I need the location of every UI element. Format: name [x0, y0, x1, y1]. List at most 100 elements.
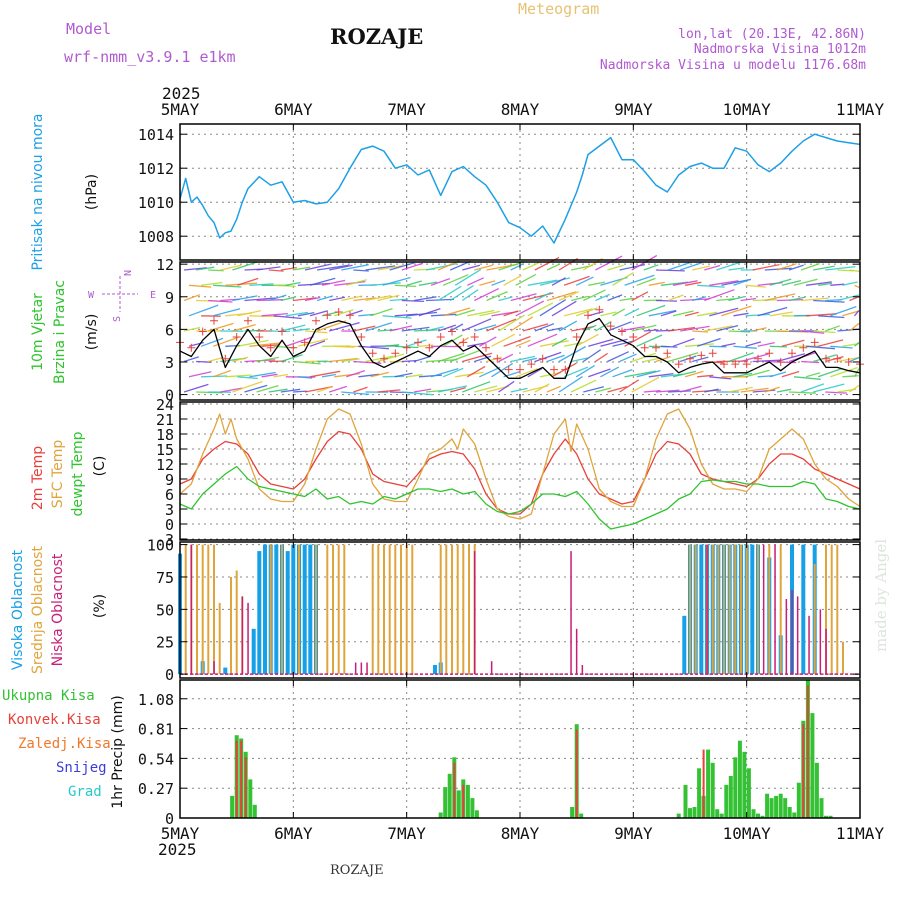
wind-arrow — [769, 311, 793, 317]
wind-gust-mark — [799, 343, 808, 352]
wind-arrow — [437, 324, 457, 332]
y-tick-label: 0 — [165, 666, 174, 684]
wind-arrow — [317, 264, 349, 271]
wind-arrow — [401, 326, 430, 332]
wind-arrow — [309, 310, 328, 317]
wind-arrow — [546, 385, 561, 393]
precip-bar — [474, 810, 479, 818]
pressure-ylabel: Pritisak na nivou mora — [30, 113, 46, 270]
wind-arrow — [213, 308, 241, 317]
wind-arrow — [406, 280, 422, 286]
wind-gust-mark — [504, 365, 513, 374]
wind-arrow — [728, 267, 745, 271]
wind-arrow — [309, 370, 341, 378]
wind-arrow — [563, 275, 590, 286]
x-label-top: 10MAY — [723, 100, 772, 119]
wind-arrow — [232, 261, 258, 271]
wind-arrow — [304, 330, 328, 334]
wind-arrow — [818, 315, 845, 319]
wind-arrow — [837, 294, 860, 302]
cloud-bar — [796, 596, 799, 675]
x-label-top: 6MAY — [274, 100, 313, 119]
precip-bar — [240, 740, 243, 818]
wind-gust-mark — [765, 349, 774, 358]
wind-gust-mark — [323, 311, 332, 320]
wind-arrow — [588, 338, 614, 347]
credit: made by Angel — [872, 539, 890, 652]
wind-gust-mark — [810, 338, 819, 347]
y-tick-label: 1012 — [138, 160, 174, 178]
wind-arrow — [527, 367, 543, 378]
wind-arrow — [437, 285, 462, 302]
cloud-bar — [762, 544, 765, 675]
cloud-bar — [263, 544, 267, 675]
cloud-bar — [836, 544, 839, 675]
wind-arrow — [450, 386, 466, 393]
wind-arrow — [600, 366, 620, 378]
y-tick-label: 50 — [156, 601, 174, 619]
wind-arrow — [382, 315, 412, 319]
temp-line-1 — [179, 408, 861, 520]
wind-arrow — [358, 313, 375, 317]
wind-arrow — [329, 357, 358, 363]
wind-arrow — [261, 373, 278, 378]
precip-bar — [710, 762, 715, 818]
wind-arrow — [466, 365, 486, 378]
wind-arrow — [643, 329, 659, 332]
wind-arrow — [292, 390, 308, 393]
cloud-label-high: Visoka Oblacnost — [10, 549, 26, 670]
wind-arrow — [515, 300, 545, 317]
wind-arrow — [442, 274, 469, 286]
cloud-bar — [734, 544, 737, 675]
wind-arrow — [418, 281, 438, 286]
wind-arrow — [546, 263, 561, 271]
wind-arrow — [806, 313, 837, 317]
pressure-line — [179, 133, 861, 244]
wind-arrow — [570, 379, 597, 393]
wind-arrow — [612, 368, 633, 378]
wind-arrow — [527, 279, 558, 286]
cloud-bar — [451, 544, 453, 675]
wind-arrow — [212, 336, 239, 347]
wind-gust-mark — [198, 327, 207, 336]
wind-arrow — [316, 320, 347, 332]
wind-arrow — [365, 322, 392, 332]
precip-ylabel: 1hr Precip (mm) — [110, 695, 126, 808]
wind-arrow — [498, 296, 513, 302]
wind-arrow — [474, 324, 497, 332]
cloud-bar — [285, 551, 290, 675]
wind-arrow — [183, 294, 201, 302]
wind-arrow — [769, 345, 788, 348]
cloud-bar — [740, 544, 742, 675]
wind-arrow — [825, 391, 848, 394]
cloud-bar — [808, 615, 810, 675]
model-name: wrf-nmm_v3.9.1 e1km — [64, 48, 236, 66]
wind-gust-mark — [312, 316, 320, 325]
wind-arrow — [704, 264, 721, 271]
wind-arrow — [256, 356, 280, 363]
wind-arrow — [781, 370, 800, 378]
wind-arrow — [316, 386, 332, 393]
wind-arrow — [244, 384, 268, 393]
wind-arrow — [491, 279, 506, 286]
wind-arrow — [575, 276, 594, 286]
wind-arrow — [546, 354, 565, 363]
wind-arrow — [273, 373, 289, 378]
y-tick-label: -3 — [156, 531, 174, 549]
wind-arrow — [474, 355, 492, 363]
wind-arrow — [449, 285, 474, 302]
wind-arrow — [660, 345, 678, 348]
precip-bar — [438, 812, 443, 818]
precip-bar — [792, 812, 797, 818]
wind-arrow — [764, 386, 780, 393]
cloud-bar — [830, 544, 833, 675]
wind-arrow — [818, 282, 833, 286]
wind-arrow — [595, 255, 623, 271]
wind-arrow — [515, 368, 538, 378]
y-tick-label: 6 — [165, 321, 174, 339]
y-tick-label: 21 — [156, 411, 174, 429]
precip-bar — [819, 798, 824, 818]
wind-arrow — [667, 262, 690, 271]
wind-arrow — [442, 307, 471, 317]
